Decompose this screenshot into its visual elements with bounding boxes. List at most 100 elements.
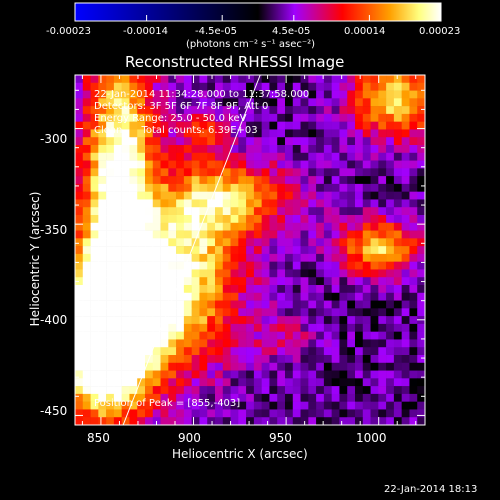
heatmap-cell: [137, 129, 146, 138]
heatmap-cell: [183, 90, 192, 99]
heatmap-cell: [145, 191, 154, 200]
heatmap-cell: [308, 316, 317, 325]
heatmap-cell: [75, 323, 84, 332]
heatmap-cell: [347, 277, 356, 286]
heatmap-cell: [137, 261, 146, 270]
heatmap-cell: [176, 362, 185, 371]
heatmap-cell: [75, 191, 84, 200]
heatmap-cell: [277, 316, 286, 325]
heatmap-cell: [253, 113, 262, 122]
heatmap-cell: [238, 106, 247, 115]
heatmap-cell: [160, 370, 169, 379]
heatmap-cell: [152, 393, 161, 402]
heatmap-cell: [300, 191, 309, 200]
heatmap-cell: [121, 323, 130, 332]
heatmap-cell: [370, 168, 379, 177]
heatmap-cell: [121, 191, 130, 200]
heatmap-cell: [300, 129, 309, 138]
heatmap-cell: [98, 409, 107, 418]
heatmap-cell: [222, 222, 231, 231]
heatmap-cell: [386, 370, 395, 379]
heatmap-cell: [253, 98, 262, 107]
heatmap-cell: [339, 191, 348, 200]
heatmap-cell: [347, 75, 356, 84]
heatmap-cell: [238, 347, 247, 356]
heatmap-cell: [215, 362, 224, 371]
heatmap-cell: [106, 285, 115, 294]
heatmap-cell: [215, 355, 224, 364]
heatmap-cell: [160, 82, 169, 91]
heatmap-cell: [215, 292, 224, 301]
heatmap-cell: [409, 75, 418, 84]
heatmap-cell: [137, 339, 146, 348]
heatmap-cell: [98, 331, 107, 340]
heatmap-cell: [98, 137, 107, 146]
heatmap-cell: [106, 331, 115, 340]
heatmap-cell: [339, 238, 348, 247]
heatmap-cell: [253, 168, 262, 177]
heatmap-cell: [191, 129, 200, 138]
heatmap-cell: [82, 300, 91, 309]
heatmap-cell: [238, 323, 247, 332]
heatmap-cell: [362, 386, 371, 395]
heatmap-cell: [378, 152, 387, 161]
heatmap-cell: [308, 160, 317, 169]
heatmap-cell: [98, 121, 107, 130]
heatmap-cell: [222, 393, 231, 402]
heatmap-cell: [339, 355, 348, 364]
heatmap-cell: [160, 308, 169, 317]
heatmap-cell: [417, 378, 425, 387]
heatmap-cell: [106, 269, 115, 278]
heatmap-cell: [339, 277, 348, 286]
heatmap-cell: [308, 75, 317, 84]
heatmap-cell: [261, 160, 270, 169]
heatmap-cell: [261, 191, 270, 200]
heatmap-cell: [393, 285, 402, 294]
heatmap-cell: [261, 285, 270, 294]
heatmap-cell: [378, 191, 387, 200]
heatmap-cell: [199, 137, 208, 146]
heatmap-cell: [215, 137, 224, 146]
heatmap-cell: [401, 261, 410, 270]
heatmap-cell: [401, 113, 410, 122]
heatmap-cell: [393, 401, 402, 410]
heatmap-cell: [339, 183, 348, 192]
heatmap-cell: [417, 386, 425, 395]
heatmap-cell: [98, 222, 107, 231]
heatmap-cell: [183, 191, 192, 200]
heatmap-cell: [401, 75, 410, 84]
heatmap-cell: [316, 378, 325, 387]
heatmap-cell: [191, 183, 200, 192]
heatmap-cell: [82, 145, 91, 154]
heatmap-cell: [238, 316, 247, 325]
heatmap-cell: [246, 308, 255, 317]
heatmap-cell: [378, 106, 387, 115]
heatmap-cell: [191, 409, 200, 418]
heatmap-cell: [230, 160, 239, 169]
heatmap-cell: [215, 238, 224, 247]
heatmap-cell: [160, 378, 169, 387]
heatmap-cell: [106, 113, 115, 122]
heatmap-cell: [230, 230, 239, 239]
heatmap-cell: [308, 98, 317, 107]
heatmap-cell: [300, 339, 309, 348]
heatmap-cell: [183, 113, 192, 122]
heatmap-cell: [168, 113, 177, 122]
heatmap-cell: [215, 222, 224, 231]
heatmap-cell: [191, 285, 200, 294]
heatmap-cell: [253, 355, 262, 364]
heatmap-cell: [277, 168, 286, 177]
heatmap-cell: [215, 82, 224, 91]
heatmap-cell: [308, 176, 317, 185]
heatmap-cell: [121, 292, 130, 301]
heatmap-cell: [98, 261, 107, 270]
heatmap-cell: [339, 253, 348, 262]
heatmap-cell: [246, 82, 255, 91]
heatmap-cell: [238, 261, 247, 270]
heatmap-cell: [246, 98, 255, 107]
heatmap-cell: [137, 362, 146, 371]
heatmap-cell: [370, 370, 379, 379]
heatmap-cell: [230, 393, 239, 402]
heatmap-cell: [370, 176, 379, 185]
heatmap-cell: [129, 121, 138, 130]
